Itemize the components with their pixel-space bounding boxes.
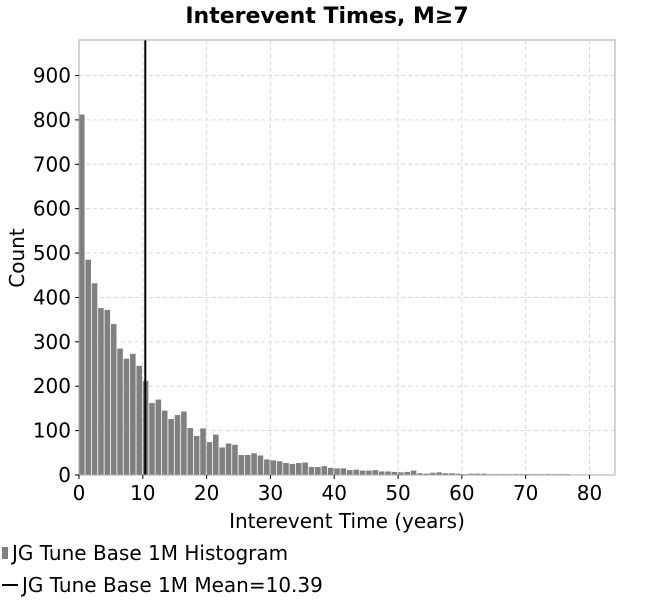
y-tick-label: 200	[33, 374, 71, 398]
legend-item-mean: JG Tune Base 1M Mean=10.39	[2, 573, 323, 597]
y-tick-label: 900	[33, 64, 71, 88]
histogram-bar	[174, 415, 181, 475]
histogram-bar	[219, 447, 225, 475]
histogram-bar	[168, 419, 174, 475]
histogram-bar	[391, 471, 398, 475]
histogram-bar	[334, 468, 340, 475]
histogram-bar	[283, 463, 289, 475]
histogram-bar	[187, 427, 194, 475]
histogram-bar	[353, 469, 359, 475]
x-axis-ticks: 0 10 20 30 40 50 60 70 80	[73, 475, 602, 505]
histogram-bar	[155, 399, 162, 475]
histogram-bar	[366, 470, 372, 475]
histogram-bar	[481, 473, 487, 475]
histogram-bar	[347, 470, 353, 475]
x-tick-label: 10	[130, 481, 155, 505]
histogram-bar	[251, 453, 257, 475]
histogram-bar	[213, 434, 219, 475]
y-tick-label: 100	[33, 419, 71, 443]
legend-bar-swatch	[2, 547, 8, 559]
histogram-bar	[257, 455, 264, 475]
plot-frame	[78, 39, 616, 476]
histogram-bar	[79, 114, 85, 476]
histogram-bar	[206, 442, 213, 475]
x-tick-label: 40	[322, 481, 347, 505]
histogram-bar	[123, 358, 130, 475]
histogram-bar	[289, 463, 296, 475]
histogram-bar	[442, 473, 449, 475]
histogram-bar	[232, 444, 238, 475]
x-tick-label: 20	[194, 481, 219, 505]
histogram-bars	[79, 114, 615, 476]
histogram-bar	[455, 473, 462, 475]
histogram-bar	[136, 365, 143, 475]
chart-title: Interevent Times, M≥7	[185, 4, 468, 29]
histogram-bar	[423, 473, 430, 475]
histogram-bar	[429, 472, 436, 475]
x-tick-label: 60	[449, 481, 474, 505]
histogram-bar	[436, 472, 442, 475]
histogram-bar	[410, 470, 417, 475]
histogram-bar	[378, 471, 385, 475]
histogram-bar	[98, 308, 104, 475]
histogram-bar	[104, 309, 111, 475]
legend-mean-label: JG Tune Base 1M Mean=10.39	[22, 573, 323, 597]
histogram-bar	[264, 459, 270, 475]
histogram-bar	[398, 472, 404, 475]
histogram-bar	[468, 473, 474, 475]
x-tick-label: 30	[258, 481, 283, 505]
x-tick-label: 80	[577, 481, 602, 505]
histogram-bar	[327, 467, 334, 475]
histogram-bar	[340, 468, 347, 475]
histogram-bar	[372, 470, 379, 475]
histogram-bar	[474, 473, 481, 475]
histogram-bar	[161, 410, 168, 475]
histogram-bar	[385, 471, 391, 475]
histogram-bar	[130, 353, 136, 475]
histogram-bar	[181, 411, 187, 475]
y-axis-label: Count	[5, 228, 29, 288]
y-tick-label: 500	[33, 241, 71, 265]
histogram-bar	[449, 473, 455, 475]
grid-lines	[79, 40, 615, 475]
histogram-bar	[295, 463, 302, 475]
histogram-bar	[110, 324, 117, 475]
histogram-bar	[321, 466, 328, 475]
y-axis-ticks: 0 100 200 300 400 500 600 700 800 900	[33, 64, 79, 487]
histogram-bar	[417, 473, 423, 475]
histogram-bar	[308, 467, 315, 475]
y-tick-label: 800	[33, 108, 71, 132]
histogram-bar	[276, 461, 283, 475]
x-tick-label: 0	[73, 481, 86, 505]
histogram-bar	[270, 460, 277, 475]
histogram-bar	[117, 348, 123, 475]
legend-histogram-label: JG Tune Base 1M Histogram	[12, 541, 289, 565]
histogram-bar	[244, 455, 251, 475]
histogram-bar	[359, 470, 366, 475]
histogram-bar	[91, 283, 98, 475]
y-tick-label: 300	[33, 330, 71, 354]
x-axis-label: Interevent Time (years)	[229, 509, 465, 533]
x-tick-label: 50	[385, 481, 410, 505]
histogram-bar	[193, 435, 200, 475]
histogram-bar	[238, 455, 245, 475]
histogram-bar	[302, 462, 308, 475]
y-tick-label: 700	[33, 152, 71, 176]
y-tick-label: 0	[58, 463, 71, 487]
legend-line-swatch	[2, 584, 18, 586]
y-tick-label: 600	[33, 197, 71, 221]
histogram-bar	[200, 428, 206, 475]
x-tick-label: 70	[513, 481, 538, 505]
histogram-bar	[315, 467, 321, 475]
histogram-bar	[225, 443, 232, 475]
histogram-bar	[149, 403, 155, 475]
histogram-bar	[85, 259, 91, 475]
histogram-bar	[404, 471, 411, 475]
y-tick-label: 400	[33, 285, 71, 309]
legend-item-histogram: JG Tune Base 1M Histogram	[2, 541, 288, 565]
